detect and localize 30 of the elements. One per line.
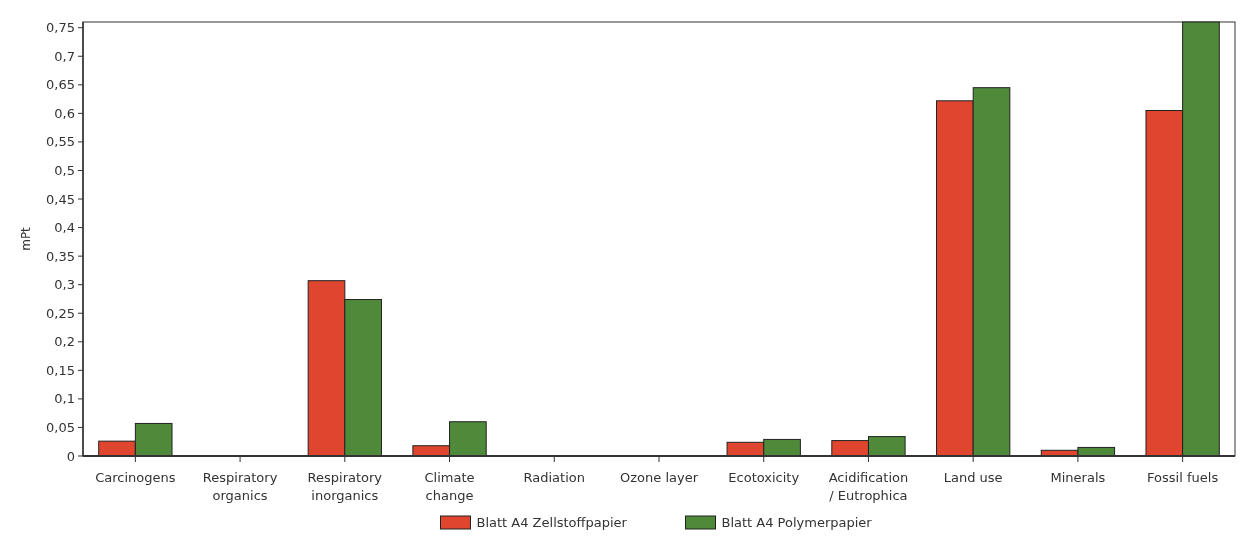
y-tick-label: 0,7	[54, 48, 75, 64]
x-tick-label: Radiation	[523, 470, 585, 485]
y-tick-label: 0,65	[46, 77, 75, 93]
y-tick-label: 0,6	[54, 105, 75, 121]
x-tick-label: Ozone layer	[620, 470, 699, 485]
y-tick-label: 0,3	[54, 277, 75, 293]
y-tick-label: 0,25	[46, 305, 75, 321]
x-tick-label: Minerals	[1050, 470, 1106, 485]
legend-label: Blatt A4 Polymerpapier	[721, 514, 873, 530]
y-tick-label: 0,45	[46, 191, 75, 207]
y-tick-label: 0	[66, 448, 75, 464]
y-tick-label: 0,1	[54, 391, 75, 407]
y-tick-label: 0,15	[46, 362, 75, 378]
x-tick-label: Land use	[943, 470, 1003, 485]
x-tick-label: Acidification / Eutrophica	[828, 470, 909, 503]
x-tick-label: Respiratory organics	[202, 470, 278, 503]
x-tick-label: Ecotoxicity	[728, 470, 800, 485]
y-tick-label: 0,2	[54, 334, 75, 350]
x-tick-label: Respiratory inorganics	[307, 470, 383, 503]
x-tick-label: Carcinogens	[95, 470, 176, 485]
y-axis-title: mPt	[19, 226, 33, 251]
y-tick-label: 0,55	[46, 134, 75, 150]
x-tick-label: Fossil fuels	[1147, 470, 1219, 485]
y-tick-label: 0,75	[46, 20, 75, 36]
y-tick-label: 0,5	[54, 163, 75, 179]
legend-label: Blatt A4 Zellstoffpapier	[476, 514, 628, 530]
y-tick-label: 0,4	[54, 220, 75, 236]
x-tick-label: Climate change	[424, 470, 475, 503]
y-tick-label: 0,35	[46, 248, 75, 264]
y-tick-label: 0,05	[46, 420, 75, 435]
